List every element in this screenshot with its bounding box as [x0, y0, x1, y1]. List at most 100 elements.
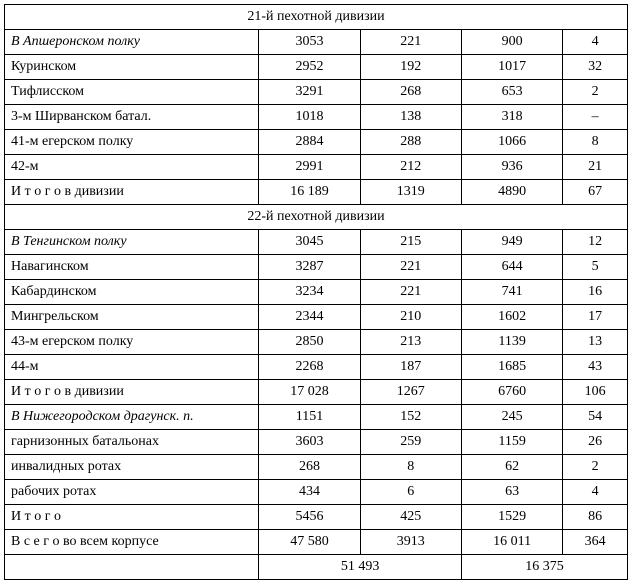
row-value: 152: [360, 405, 461, 430]
row-value: 32: [563, 55, 628, 80]
row-value: 4: [563, 30, 628, 55]
row-value: 1685: [461, 355, 562, 380]
table-row: Куринском 2952 192 1017 32: [5, 55, 628, 80]
row-label: В с е г о во всем корпусе: [5, 530, 259, 555]
row-value: 5: [563, 255, 628, 280]
section-header: 22-й пехотной дивизии: [5, 205, 628, 230]
row-value: 192: [360, 55, 461, 80]
table-row: рабочих ротах 434 6 63 4: [5, 480, 628, 505]
row-value: 221: [360, 255, 461, 280]
row-value: 1529: [461, 505, 562, 530]
row-label: В Нижегородском драгунск. п.: [5, 405, 259, 430]
row-label: Куринском: [5, 55, 259, 80]
row-label: Тифлисском: [5, 80, 259, 105]
row-value: 1151: [259, 405, 360, 430]
row-value: 3287: [259, 255, 360, 280]
row-label: В Тенгинском полку: [5, 230, 259, 255]
row-label: И т о г о: [5, 505, 259, 530]
row-value: 5456: [259, 505, 360, 530]
row-label: И т о г о в дивизии: [5, 180, 259, 205]
row-value: 318: [461, 105, 562, 130]
row-value: 43: [563, 355, 628, 380]
row-value: 245: [461, 405, 562, 430]
row-value: 949: [461, 230, 562, 255]
section-header: 21-й пехотной дивизии: [5, 5, 628, 30]
table-row: В Тенгинском полку 3045 215 949 12: [5, 230, 628, 255]
row-value: 1017: [461, 55, 562, 80]
section-header-row: 21-й пехотной дивизии: [5, 5, 628, 30]
row-label: 42-м: [5, 155, 259, 180]
row-value: 2: [563, 80, 628, 105]
row-value: 13: [563, 330, 628, 355]
row-value: 4: [563, 480, 628, 505]
row-value: 425: [360, 505, 461, 530]
row-label: 43-м егерском полку: [5, 330, 259, 355]
row-label: Навагинском: [5, 255, 259, 280]
table-row-total: И т о г о в дивизии 17 028 1267 6760 106: [5, 380, 628, 405]
table-row-total: И т о г о 5456 425 1529 86: [5, 505, 628, 530]
row-label: Мингрельском: [5, 305, 259, 330]
row-value: 259: [360, 430, 461, 455]
row-value: 936: [461, 155, 562, 180]
row-value: 3913: [360, 530, 461, 555]
table-row: Тифлисском 3291 268 653 2: [5, 80, 628, 105]
row-value: 268: [259, 455, 360, 480]
row-value: 3291: [259, 80, 360, 105]
row-value: 288: [360, 130, 461, 155]
table-row: 3-м Ширванском батал. 1018 138 318 –: [5, 105, 628, 130]
footer-merged-value: 51 493: [259, 555, 462, 580]
row-value: 47 580: [259, 530, 360, 555]
table-row: 42-м 2991 212 936 21: [5, 155, 628, 180]
row-value: 1018: [259, 105, 360, 130]
table-row: 41-м егерском полку 2884 288 1066 8: [5, 130, 628, 155]
row-label: И т о г о в дивизии: [5, 380, 259, 405]
row-value: 213: [360, 330, 461, 355]
row-value: 2884: [259, 130, 360, 155]
row-value: 16: [563, 280, 628, 305]
row-value: 900: [461, 30, 562, 55]
table-row: 44-м 2268 187 1685 43: [5, 355, 628, 380]
row-value: 741: [461, 280, 562, 305]
row-value: 3603: [259, 430, 360, 455]
footer-empty-label: [5, 555, 259, 580]
row-value: 86: [563, 505, 628, 530]
table-row-total: И т о г о в дивизии 16 189 1319 4890 67: [5, 180, 628, 205]
row-value: 54: [563, 405, 628, 430]
row-label: 41-м егерском полку: [5, 130, 259, 155]
row-value: 16 011: [461, 530, 562, 555]
row-value: 268: [360, 80, 461, 105]
row-value: 21: [563, 155, 628, 180]
row-value: 1267: [360, 380, 461, 405]
row-value: 6760: [461, 380, 562, 405]
row-value: 63: [461, 480, 562, 505]
table-row: Кабардинском 3234 221 741 16: [5, 280, 628, 305]
row-value: 2268: [259, 355, 360, 380]
row-value: 1159: [461, 430, 562, 455]
row-value: 434: [259, 480, 360, 505]
row-value: 1066: [461, 130, 562, 155]
row-value: 106: [563, 380, 628, 405]
row-value: 2850: [259, 330, 360, 355]
row-value: 6: [360, 480, 461, 505]
section-header-row: 22-й пехотной дивизии: [5, 205, 628, 230]
row-value: 2952: [259, 55, 360, 80]
row-value: 1139: [461, 330, 562, 355]
table-row: гарнизонных батальонах 3603 259 1159 26: [5, 430, 628, 455]
row-value: 3234: [259, 280, 360, 305]
row-value: 3053: [259, 30, 360, 55]
row-value: 62: [461, 455, 562, 480]
row-label: Кабардинском: [5, 280, 259, 305]
table-row: 43-м егерском полку 2850 213 1139 13: [5, 330, 628, 355]
row-value: 210: [360, 305, 461, 330]
table-row-grand-total: В с е г о во всем корпусе 47 580 3913 16…: [5, 530, 628, 555]
table-row: Навагинском 3287 221 644 5: [5, 255, 628, 280]
row-value: 8: [360, 455, 461, 480]
table-row: инвалидных ротах 268 8 62 2: [5, 455, 628, 480]
row-value: 1602: [461, 305, 562, 330]
row-value: 8: [563, 130, 628, 155]
row-value: 2991: [259, 155, 360, 180]
row-value: 215: [360, 230, 461, 255]
row-value: 17: [563, 305, 628, 330]
row-value: 26: [563, 430, 628, 455]
row-value: 16 189: [259, 180, 360, 205]
